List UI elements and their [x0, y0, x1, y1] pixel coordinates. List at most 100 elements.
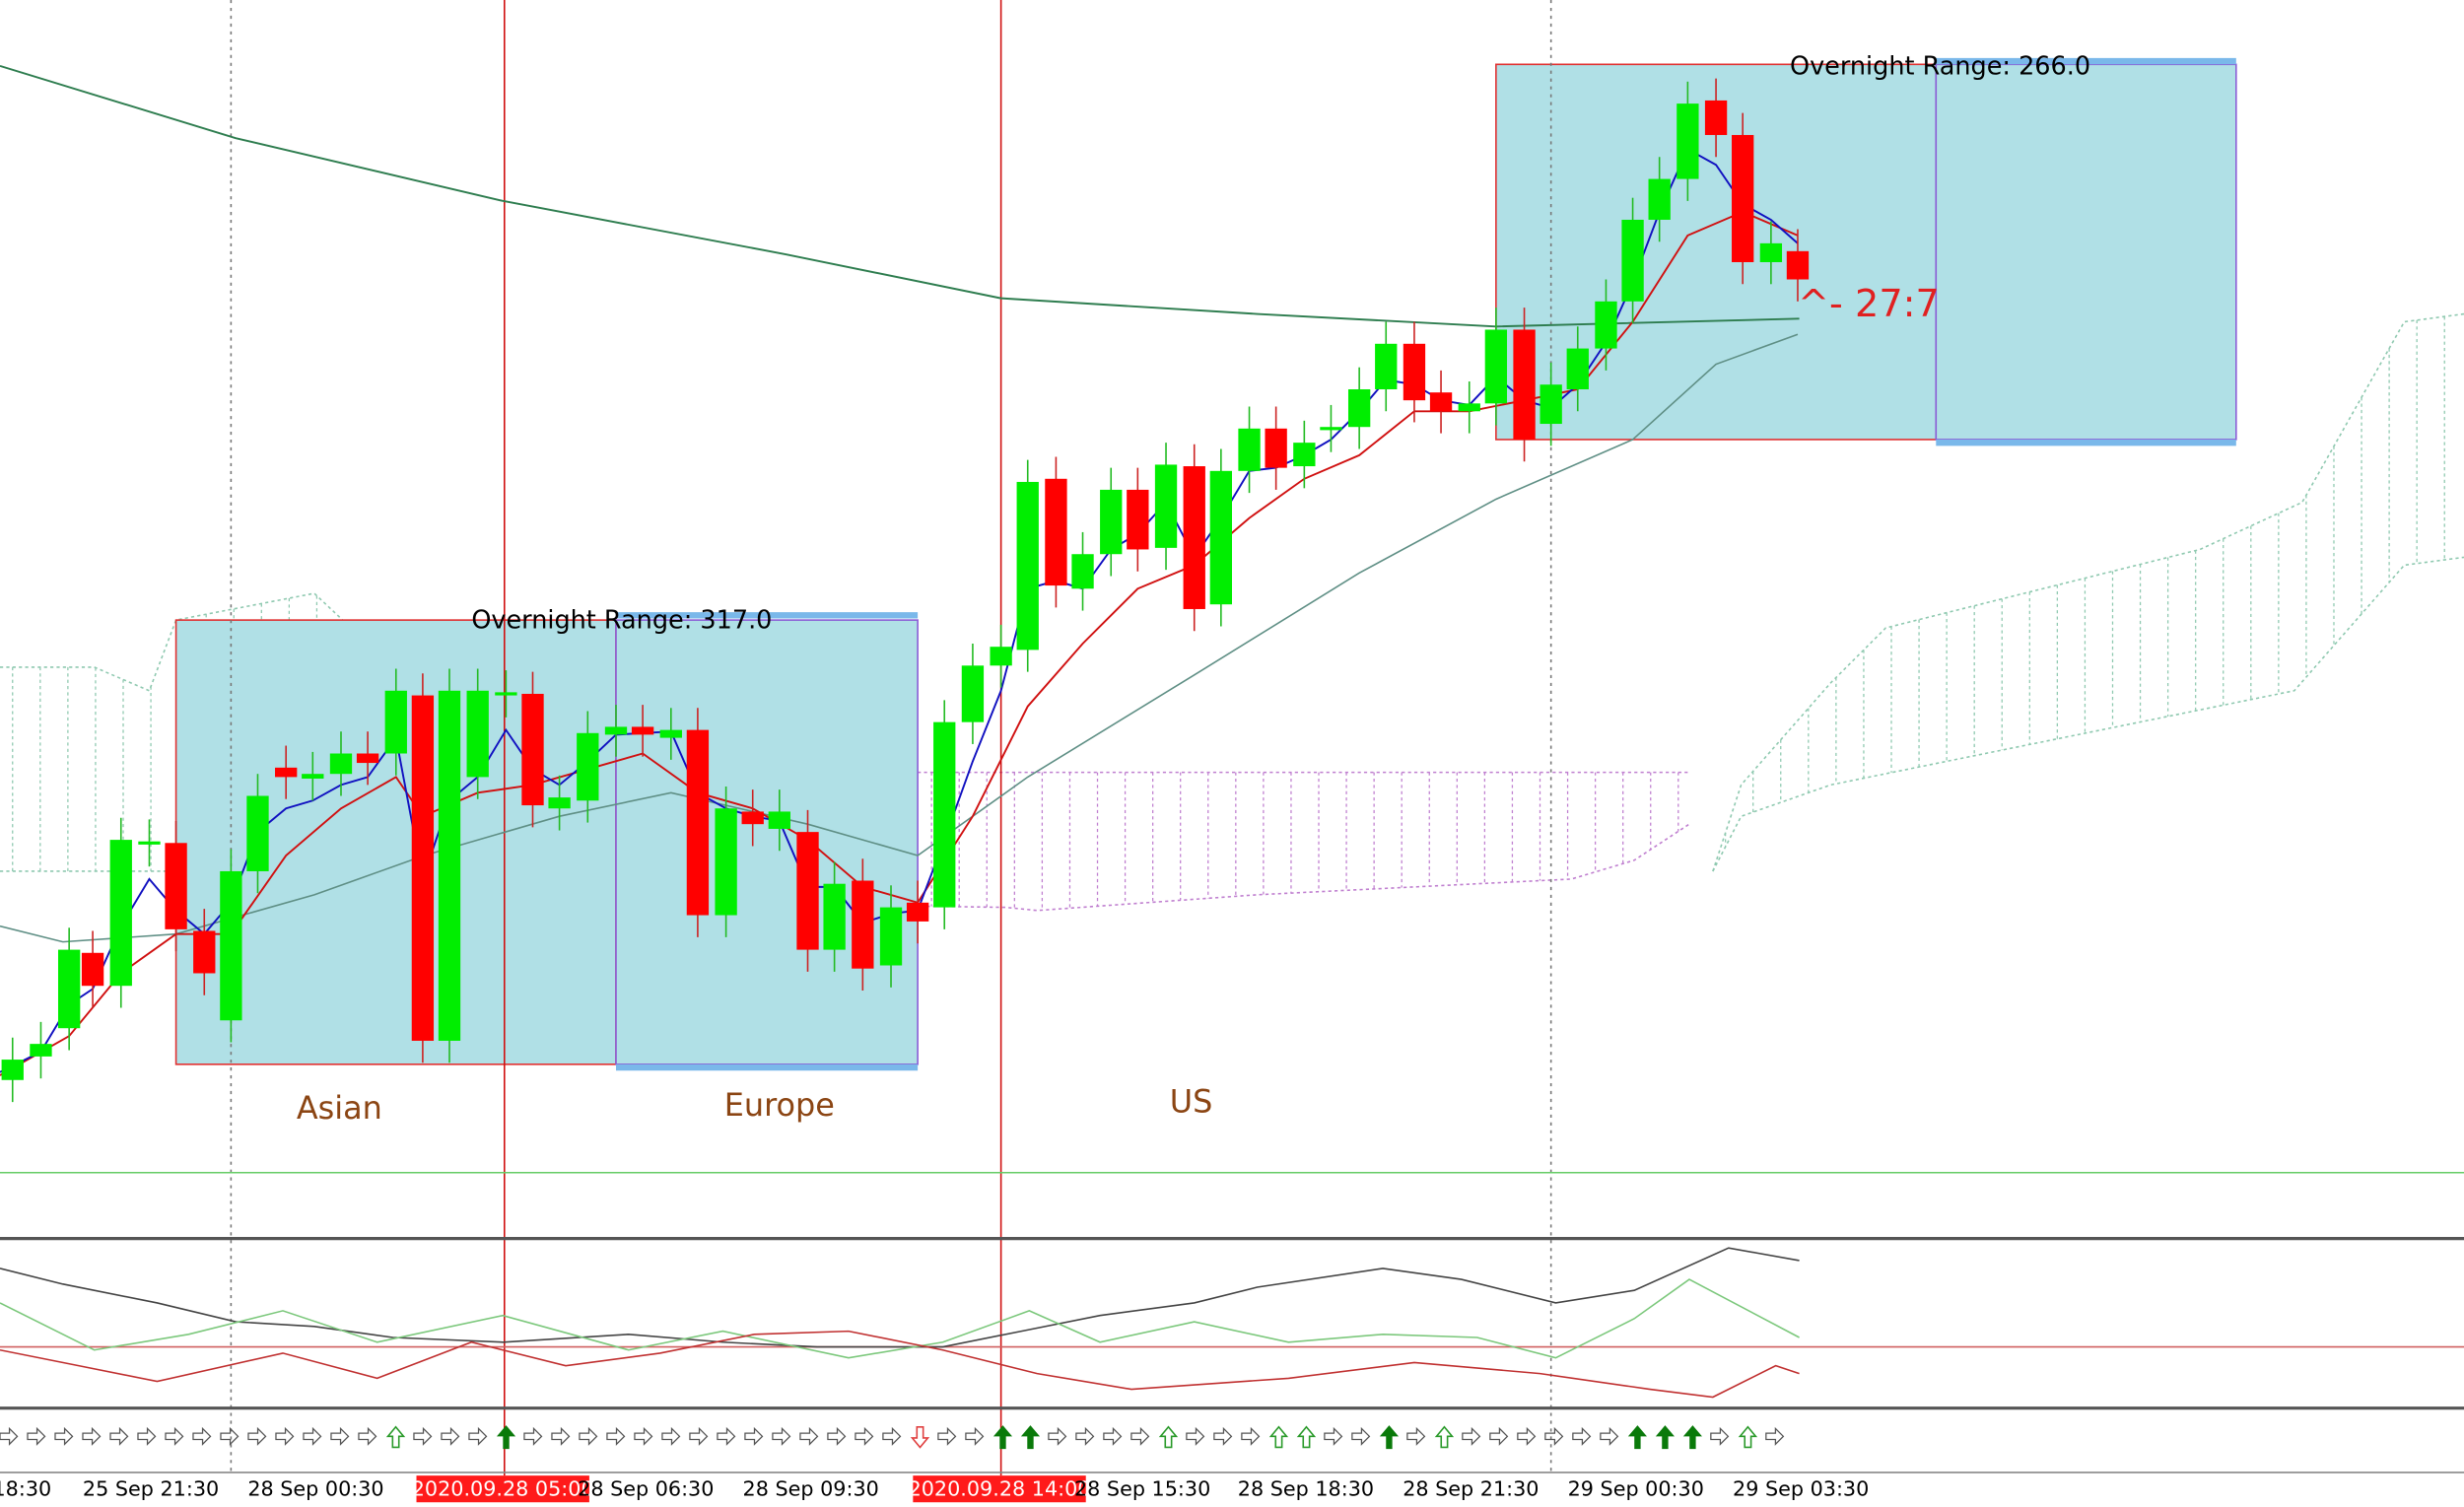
arrow-up-strong [496, 1425, 516, 1450]
candle-body [1732, 134, 1754, 262]
arrow-right [1075, 1426, 1095, 1446]
candle-body [495, 692, 517, 696]
moving-average [0, 64, 1800, 328]
arrow-right [717, 1426, 736, 1446]
arrow-right [1765, 1426, 1785, 1446]
candle-body [961, 665, 985, 722]
arrow-right [579, 1426, 598, 1446]
time-label: 28 Sep 15:30 [1074, 1476, 1210, 1500]
candle-body [356, 753, 379, 764]
candle-body [715, 808, 737, 916]
cloud-edge [559, 823, 1690, 912]
candle-body [933, 721, 956, 908]
arrow-up-strong [1379, 1425, 1400, 1450]
arrow-right [882, 1426, 902, 1446]
arrow-up-strong [1020, 1425, 1041, 1450]
candle-body [109, 840, 132, 987]
arrow-up-strong [1627, 1425, 1647, 1450]
arrow-right [1241, 1426, 1261, 1446]
candle-body [1, 1060, 24, 1080]
signal-arrows [0, 1425, 1785, 1450]
arrow-up [1296, 1425, 1317, 1449]
candle-body [604, 726, 628, 735]
candle-body [1759, 242, 1783, 262]
candle-body [990, 647, 1012, 666]
candle-body [466, 690, 489, 778]
arrow-right [1600, 1426, 1619, 1446]
arrow-up [1434, 1425, 1455, 1449]
arrow-up-strong [1682, 1425, 1702, 1450]
candle-body [768, 811, 790, 829]
cloud-edge [1712, 556, 2464, 872]
arrow-right [634, 1426, 653, 1446]
candle-body [686, 729, 710, 916]
time-label: 28 Sep 09:30 [743, 1476, 879, 1500]
arrow-right [1406, 1426, 1426, 1446]
marker-label: ^- 27:7 [1798, 283, 1940, 326]
candle-body [521, 693, 544, 806]
candle-body [1403, 343, 1426, 401]
arrow-right [1489, 1426, 1509, 1446]
arrow-up-strong [1655, 1425, 1675, 1450]
session-label: Asian [297, 1089, 382, 1127]
candle-body [1429, 392, 1453, 412]
arrow-right [247, 1426, 267, 1446]
candle-body [57, 949, 81, 1029]
arrow-right [799, 1426, 819, 1446]
arrow-down [910, 1425, 930, 1449]
candle-body [302, 774, 324, 779]
arrow-right [137, 1426, 157, 1446]
candle-body [220, 870, 242, 1021]
arrow-right [192, 1426, 212, 1446]
candle-body [1513, 329, 1536, 440]
arrow-right [0, 1426, 19, 1446]
candle-body [1154, 464, 1178, 548]
candle-body [1458, 403, 1480, 412]
arrow-right [303, 1426, 322, 1446]
candle-body [879, 907, 903, 966]
time-labels: 18:30 25 Sep 21:30 28 Sep 00:30 2020.09.28 … [0, 1475, 1869, 1503]
arrow-up [1738, 1425, 1758, 1449]
arrow-right [1213, 1426, 1233, 1446]
candle-body [1786, 250, 1810, 280]
arrow-right [413, 1426, 433, 1446]
arrow-right [606, 1426, 626, 1446]
arrow-right [220, 1426, 240, 1446]
candle-body [1648, 178, 1671, 220]
arrow-right [1130, 1426, 1150, 1446]
range-extension [1935, 63, 2237, 441]
arrow-right [744, 1426, 764, 1446]
arrow-right [109, 1426, 129, 1446]
candle-body [1484, 329, 1508, 404]
arrow-right [1324, 1426, 1343, 1446]
arrow-right [358, 1426, 377, 1446]
candle-body [548, 797, 571, 809]
arrow-right [1517, 1426, 1537, 1446]
candle-body [138, 841, 161, 845]
candle-body [823, 883, 846, 950]
arrow-right [1103, 1426, 1123, 1446]
time-label: 25 Sep 21:30 [83, 1476, 219, 1500]
candle-body [1677, 103, 1699, 179]
arrow-up [385, 1425, 406, 1449]
candle-body [1183, 466, 1205, 609]
range-label: Overnight Range: 266.0 [1790, 51, 2090, 81]
arrow-right [1462, 1426, 1481, 1446]
oscillator [0, 1247, 1800, 1399]
arrow-right [689, 1426, 709, 1446]
candle-body [1016, 481, 1039, 651]
oscillator-line [0, 1278, 1800, 1359]
arrow-right [772, 1426, 791, 1446]
session-label: US [1170, 1083, 1213, 1121]
candle-body [438, 690, 461, 1041]
candle-body [165, 843, 187, 929]
time-label: 2020.09.28 05:00 [412, 1476, 594, 1500]
time-label: 2020.09.28 14:00 [909, 1476, 1091, 1500]
time-label: 18:30 [0, 1476, 51, 1500]
candle-body [1621, 219, 1644, 302]
candle-body [1566, 348, 1589, 389]
arrow-right [468, 1426, 488, 1446]
candle-body [1347, 388, 1371, 428]
arrow-right [661, 1426, 681, 1446]
time-label: 28 Sep 18:30 [1238, 1476, 1374, 1500]
